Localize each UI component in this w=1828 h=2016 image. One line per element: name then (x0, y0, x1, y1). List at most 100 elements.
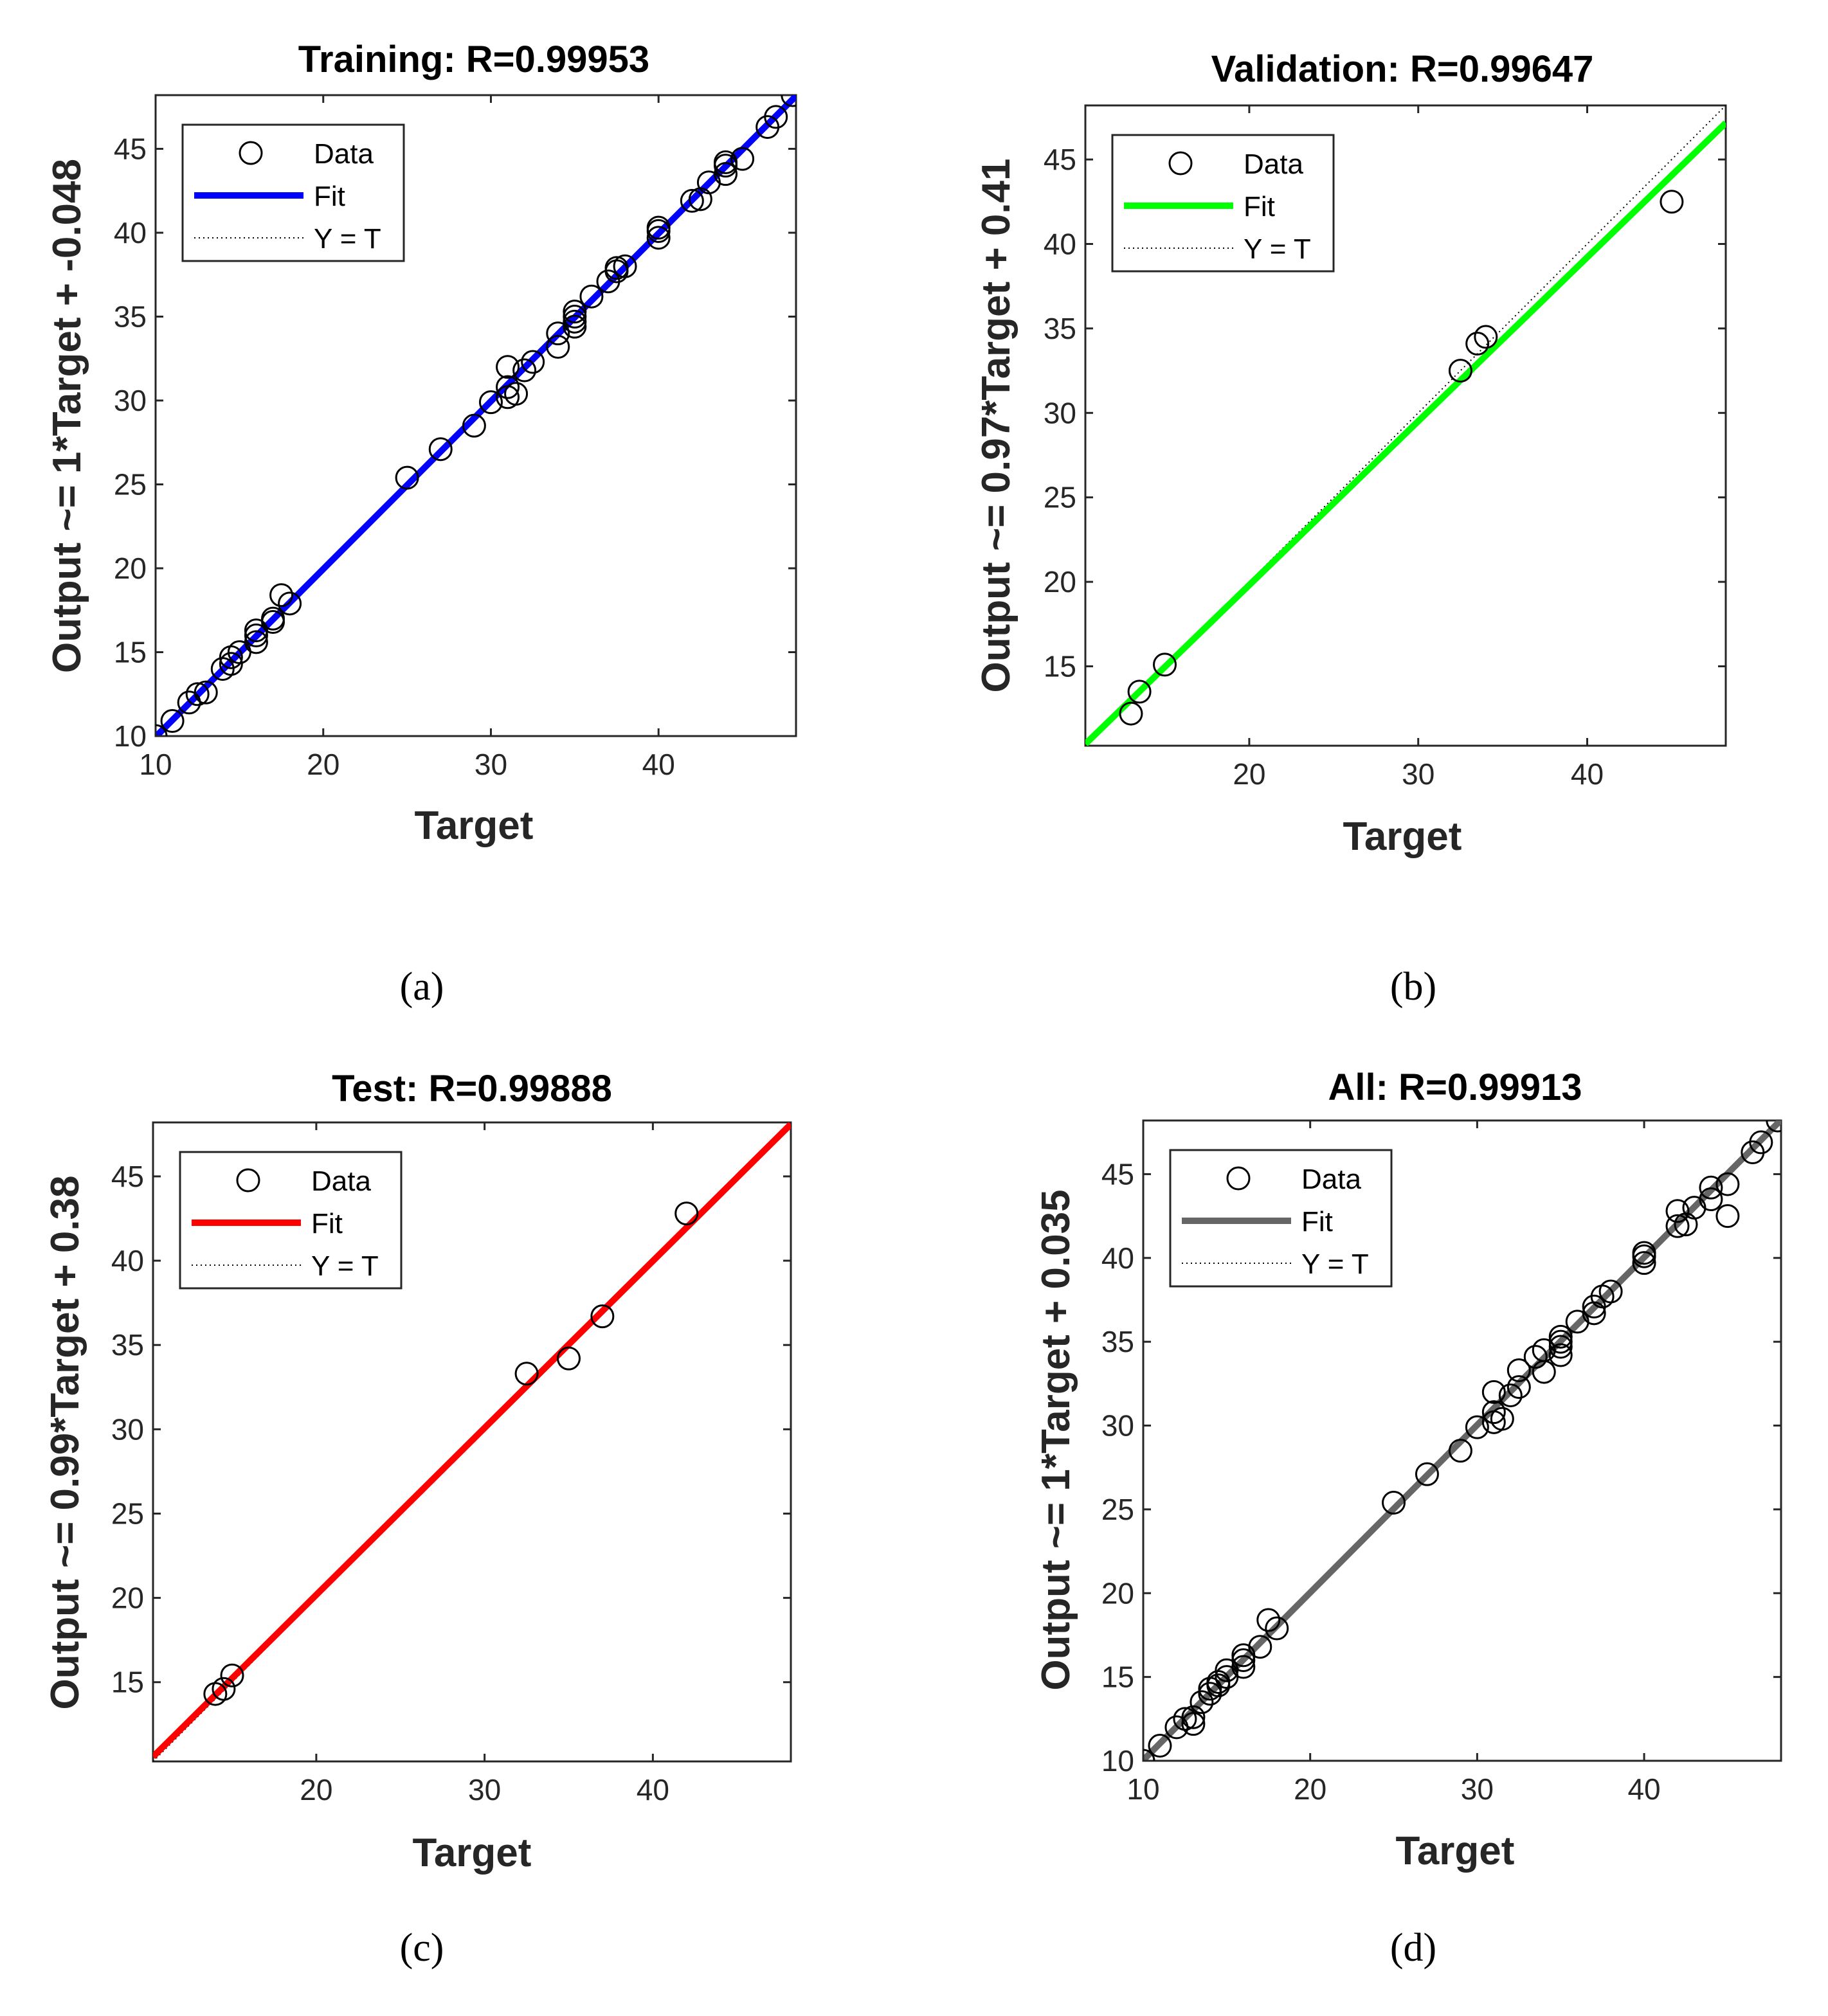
data-point (504, 382, 529, 406)
data-point (1749, 1130, 1773, 1155)
data-point (1248, 1635, 1272, 1659)
data-point (646, 215, 671, 240)
y-axis-label: Output ~= 0.97*Target + 0.41 (974, 158, 1018, 692)
data-point (1465, 332, 1490, 356)
data-point (1665, 1214, 1690, 1238)
legend: Data Fit Y = T (181, 123, 405, 262)
data-point (563, 305, 587, 329)
data-point (1415, 1462, 1439, 1486)
y-tick-label: 25 (114, 468, 147, 501)
legend-data-label: Data (1244, 148, 1303, 180)
y-tick-label: 30 (1044, 396, 1076, 429)
data-point (1181, 1705, 1206, 1729)
x-tick-label: 40 (1627, 1772, 1660, 1806)
fit-line (153, 1122, 791, 1760)
data-point (1448, 359, 1472, 383)
x-tick-label: 40 (642, 748, 675, 781)
data-point (1198, 1682, 1222, 1706)
chart-title: Validation: R=0.99647 (1211, 48, 1594, 90)
plot-content (1143, 1120, 1781, 1761)
y-tick-label: 25 (111, 1497, 144, 1530)
y-axis-label: Output ~= 1*Target + 0.035 (1034, 1189, 1078, 1690)
x-tick-label: 20 (1294, 1772, 1326, 1806)
y-tick-label: 45 (1044, 143, 1076, 176)
data-point (244, 623, 268, 647)
panel-caption: (c) (400, 1926, 444, 1970)
y-tick-label: 30 (114, 384, 147, 417)
legend-fit-label: Fit (314, 181, 345, 212)
data-point (244, 630, 268, 654)
data-point (1481, 1400, 1506, 1425)
data-point (1490, 1407, 1514, 1431)
data-point (546, 321, 570, 346)
x-axis-label: Target (1343, 815, 1462, 859)
y-tick-label: 40 (114, 216, 147, 249)
panel-caption: (b) (1390, 965, 1436, 1009)
data-point (546, 334, 570, 359)
data-point (219, 652, 243, 676)
y-tick-label: 35 (114, 300, 147, 334)
data-point (590, 1304, 615, 1329)
data-point (261, 606, 285, 631)
legend-data-marker (236, 1168, 260, 1192)
x-tick-label: 40 (637, 1773, 669, 1806)
y-tick-label: 45 (111, 1160, 144, 1193)
y-tick-label: 25 (1101, 1493, 1134, 1526)
x-tick-label: 20 (1233, 757, 1265, 791)
data-point (1119, 701, 1143, 726)
fit-line (1085, 120, 1726, 746)
data-point (194, 680, 218, 705)
data-point (1474, 325, 1498, 349)
y-tick-label: 40 (1101, 1241, 1134, 1275)
legend-identity-label: Y = T (314, 223, 381, 255)
chart-title: Test: R=0.99888 (332, 1068, 612, 1110)
data-point (269, 583, 294, 608)
data-point (1181, 1712, 1206, 1736)
legend-identity-label: Y = T (1244, 233, 1311, 265)
data-point (579, 284, 604, 309)
data-point (680, 188, 704, 213)
data-point (1448, 1439, 1472, 1463)
data-point (1632, 1251, 1656, 1275)
data-point (1265, 1616, 1289, 1641)
data-point (521, 350, 545, 374)
x-tick-label: 30 (468, 1773, 501, 1806)
panel-all: All: R=0.99913 Target Output ~= 1*Target… (1034, 1066, 1782, 1970)
data-point (1548, 1329, 1573, 1354)
data-point (1148, 1734, 1172, 1758)
y-tick-label: 15 (1101, 1661, 1134, 1694)
y-tick-label: 10 (1101, 1744, 1134, 1778)
legend-identity-label: Y = T (311, 1250, 379, 1282)
y-tick-label: 10 (114, 719, 147, 753)
data-point (1507, 1358, 1531, 1382)
data-point (1507, 1375, 1531, 1400)
x-axis-label: Target (1396, 1829, 1515, 1873)
data-point (514, 1362, 539, 1386)
y-tick-label: 20 (1044, 565, 1076, 598)
x-tick-label: 30 (475, 748, 507, 781)
data-point (1231, 1648, 1256, 1673)
data-point (1153, 652, 1177, 677)
panel-training: Training: R=0.99953 Target Output ~= 1*T… (45, 39, 797, 1009)
y-tick-label: 35 (1044, 312, 1076, 345)
y-tick-label: 45 (1101, 1157, 1134, 1191)
x-tick-label: 40 (1571, 757, 1604, 791)
legend-data-label: Data (1301, 1164, 1361, 1195)
legend-fit-label: Fit (1301, 1206, 1333, 1238)
data-point (1715, 1204, 1740, 1228)
data-point (1548, 1324, 1573, 1349)
y-tick-label: 40 (111, 1244, 144, 1277)
data-point (1523, 1345, 1548, 1369)
legend-identity-label: Y = T (1301, 1248, 1369, 1280)
chart-title: Training: R=0.99953 (298, 39, 649, 80)
data-point (646, 226, 671, 250)
legend-fit-label: Fit (1244, 191, 1275, 222)
data-point (563, 300, 587, 324)
data-point (1665, 1199, 1690, 1223)
data-point (220, 1663, 244, 1688)
legend-data-marker (1226, 1166, 1251, 1191)
plot-content (156, 95, 796, 736)
legend-data-label: Data (314, 138, 374, 170)
x-tick-label: 30 (1461, 1772, 1494, 1806)
